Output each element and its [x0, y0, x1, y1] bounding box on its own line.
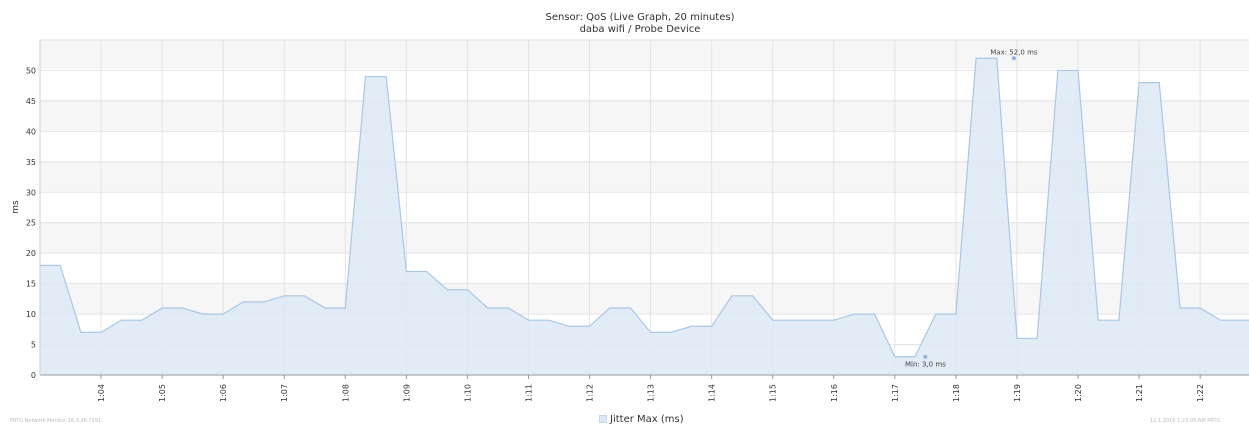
y-tick-label: 50 — [26, 66, 36, 75]
legend-label: Jitter Max (ms) — [610, 414, 684, 425]
plot-band-odd — [40, 161, 1249, 192]
chart-title: Sensor: QoS (Live Graph, 20 minutes) — [545, 12, 735, 23]
x-tick-label: 1:14 — [708, 384, 717, 402]
footer-left: PRTG Network Monitor 16.3.26.7291 — [10, 418, 102, 424]
y-tick-label: 45 — [26, 97, 36, 106]
x-tick-label: 1:16 — [830, 384, 839, 402]
y-tick-label: 5 — [31, 341, 36, 350]
annotation-label: Max: 52,0 ms — [990, 48, 1038, 56]
x-tick-label: 1:22 — [1196, 384, 1205, 402]
annotation-marker — [1011, 56, 1016, 61]
footer-right: 12.1.2016 1:23:05 AM PRTG — [1150, 418, 1221, 424]
chart-subtitle: daba wifi / Probe Device — [579, 24, 701, 35]
annotation-marker — [923, 354, 928, 359]
x-tick-label: 1:05 — [158, 384, 167, 402]
y-tick-label: 40 — [26, 127, 36, 136]
series-area — [40, 58, 1249, 375]
x-tick-label: 1:13 — [647, 384, 656, 402]
y-tick-label: 0 — [31, 371, 36, 380]
x-tick-label: 1:09 — [402, 384, 411, 402]
chart-legend: Jitter Max (ms) — [599, 414, 684, 425]
legend-swatch — [599, 415, 607, 423]
series-line — [40, 57, 1249, 358]
x-tick-label: 1:15 — [769, 384, 778, 402]
x-tick-label: 1:21 — [1135, 384, 1144, 402]
x-tick-label: 1:17 — [891, 384, 900, 402]
y-tick-label: 35 — [26, 158, 36, 167]
y-tick-label: 30 — [26, 188, 36, 197]
y-tick-label: 15 — [26, 280, 36, 289]
x-tick-label: 1:07 — [280, 384, 289, 402]
x-tick-label: 1:20 — [1074, 384, 1083, 402]
x-tick-label: 1:06 — [219, 384, 228, 402]
y-tick-label: 25 — [26, 219, 36, 228]
y-tick-label: 20 — [26, 249, 36, 258]
y-axis-label: ms — [11, 200, 21, 214]
x-tick-label: 1:10 — [463, 384, 472, 402]
plot-band-odd — [40, 40, 1249, 69]
x-tick-label: 1:12 — [586, 384, 595, 402]
y-tick-label: 10 — [26, 310, 36, 319]
x-tick-label: 1:08 — [341, 384, 350, 402]
x-tick-label: 1:11 — [524, 384, 533, 402]
x-tick-label: 1:18 — [952, 384, 961, 402]
annotation-label: Min: 3,0 ms — [905, 361, 946, 369]
plot-band-odd — [40, 100, 1249, 131]
x-tick-label: 1:04 — [97, 384, 106, 402]
x-tick-label: 1:19 — [1013, 384, 1022, 402]
